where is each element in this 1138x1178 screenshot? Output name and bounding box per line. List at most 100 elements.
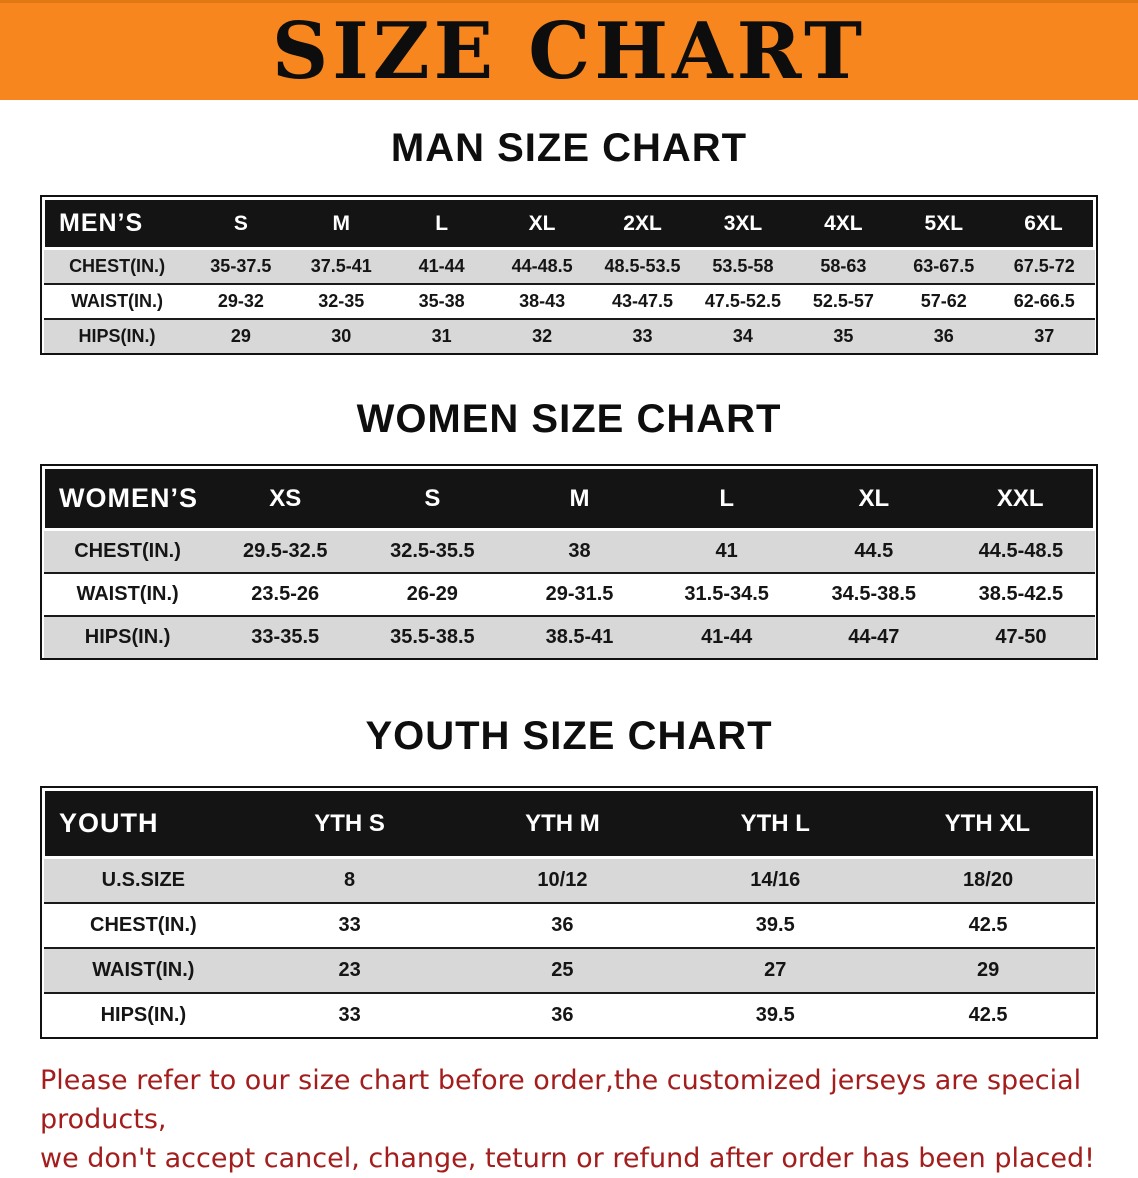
women-size-heading: WOMEN SIZE CHART	[356, 397, 782, 441]
size-table: MEN’S S M L XL 2XL 3XL 4XL 5XL 6XL CHEST(IN.) 35-37…	[41, 197, 1096, 353]
value-cell: 37	[1034, 326, 1055, 346]
value-cell: 67.5-72	[1013, 256, 1075, 276]
value-cell: 47.5-52.5	[704, 291, 781, 311]
value-cell: 29	[230, 326, 251, 346]
table-title-cell: YOUTH	[42, 788, 244, 859]
size-header-cell: XXL	[947, 466, 1097, 531]
value-cell: 32-35	[318, 291, 365, 311]
banner: SIZE CHART	[0, 0, 1138, 100]
value-cell: 44-47	[848, 626, 900, 648]
size-table: WOMEN’S XS S M L XL XXL CHEST(IN.) 29.5-32.5 32.5…	[41, 466, 1097, 658]
value-cell: 23	[338, 959, 361, 981]
table-title-cell: WOMEN’S	[41, 466, 212, 531]
value-cell: 63-67.5	[913, 256, 975, 276]
value-cell: 41-44	[418, 256, 465, 276]
table-row: WAIST(IN.) 23.5-26 26-29 29-31.5 31.5-34.5 34…	[43, 573, 1095, 616]
value-cell: 33	[338, 1004, 361, 1026]
value-cell: 43-47.5	[611, 291, 674, 311]
value-cell: 31.5-34.5	[684, 583, 769, 605]
disclaimer: Please refer to our size chart before or…	[40, 1061, 1118, 1178]
row-label-cell: CHEST(IN.)	[74, 540, 181, 562]
table-title-cell: MEN’S	[41, 197, 191, 250]
table-header-row: MEN’S S M L XL 2XL 3XL 4XL 5XL 6XL	[41, 197, 1096, 250]
row-label-cell: HIPS(IN.)	[78, 326, 156, 346]
youth-size-heading: YOUTH SIZE CHART	[365, 714, 773, 758]
table-row: WAIST(IN.) 23 25 27 29	[43, 948, 1095, 993]
value-cell: 26-29	[406, 583, 458, 605]
size-header-cell: M	[505, 466, 654, 531]
table-row: U.S.SIZE 8 10/12 14/16 18/20	[43, 857, 1095, 903]
table-header-row: WOMEN’S XS S M L XL XXL	[41, 466, 1097, 531]
table-row: WAIST(IN.) 29-32 32-35 35-38 38-43 43-47.5 47.…	[43, 284, 1095, 319]
value-cell: 32.5-35.5	[390, 540, 475, 562]
value-cell: 44.5-48.5	[978, 540, 1064, 562]
row-label-cell: HIPS(IN.)	[100, 1004, 187, 1026]
value-cell: 34	[732, 326, 753, 346]
size-header-cell: 5XL	[893, 197, 994, 250]
value-cell: 27	[764, 959, 787, 981]
size-header-cell: 6XL	[994, 197, 1096, 250]
value-cell: 42.5	[968, 914, 1008, 936]
disclaimer-line-2: we don't accept cancel, change, teturn o…	[40, 1143, 1095, 1175]
table-row: CHEST(IN.) 29.5-32.5 32.5-35.5 38 41 44.5 44.5…	[43, 529, 1095, 573]
value-cell: 62-66.5	[1013, 291, 1075, 311]
value-cell: 18/20	[963, 869, 1014, 891]
value-cell: 36	[933, 326, 954, 346]
value-cell: 53.5-58	[712, 256, 774, 276]
value-cell: 39.5	[755, 914, 795, 936]
value-cell: 35	[833, 326, 854, 346]
value-cell: 41-44	[701, 626, 753, 648]
value-cell: 33-35.5	[251, 626, 320, 648]
value-cell: 29	[976, 959, 1000, 981]
value-cell: 36	[551, 1004, 574, 1026]
value-cell: 39.5	[755, 1004, 795, 1026]
value-cell: 35-37.5	[210, 256, 272, 276]
women-size-section: WOMEN SIZE CHART WOMEN’S XS S M L XL XXL CHEST(…	[0, 397, 1138, 660]
value-cell: 44.5	[854, 540, 894, 562]
value-cell: 14/16	[750, 869, 801, 891]
value-cell: 30	[331, 326, 352, 346]
size-header-cell: XL	[800, 466, 948, 531]
value-cell: 41	[715, 540, 738, 562]
value-cell: 33	[632, 326, 653, 346]
value-cell: 38	[568, 540, 591, 562]
table-row: HIPS(IN.) 33 36 39.5 42.5	[43, 993, 1095, 1037]
size-header-cell: L	[391, 197, 492, 250]
youth-size-table: YOUTH YTH S YTH M YTH L YTH XL U.S.SIZE 8 10/12…	[40, 786, 1098, 1039]
size-header-cell: 4XL	[793, 197, 894, 250]
value-cell: 36	[551, 914, 574, 936]
row-label-cell: U.S.SIZE	[101, 869, 186, 891]
size-table: YOUTH YTH S YTH M YTH L YTH XL U.S.SIZE 8 10/12…	[42, 788, 1096, 1037]
value-cell: 25	[551, 959, 574, 981]
man-size-heading: MAN SIZE CHART	[390, 126, 748, 170]
row-label-cell: WAIST(IN.)	[92, 959, 195, 981]
value-cell: 44-48.5	[511, 256, 573, 276]
size-header-cell: S	[190, 197, 292, 250]
row-label-cell: CHEST(IN.)	[69, 256, 166, 276]
size-header-cell: YTH S	[243, 788, 457, 859]
value-cell: 32	[532, 326, 553, 346]
value-cell: 29-32	[217, 291, 264, 311]
value-cell: 23.5-26	[251, 583, 320, 605]
size-header-cell: YTH L	[668, 788, 882, 859]
table-row: HIPS(IN.) 33-35.5 35.5-38.5 38.5-41 41-44 44-…	[43, 616, 1095, 658]
size-header-cell: L	[653, 466, 801, 531]
value-cell: 29.5-32.5	[242, 540, 328, 562]
women-size-table: WOMEN’S XS S M L XL XXL CHEST(IN.) 29.5-32.5 32.5…	[40, 464, 1098, 660]
size-header-cell: XL	[491, 197, 593, 250]
value-cell: 35-38	[418, 291, 465, 311]
banner-title: SIZE CHART	[271, 5, 867, 97]
size-header-cell: XS	[211, 466, 359, 531]
size-header-cell: 2XL	[592, 197, 693, 250]
row-label-cell: HIPS(IN.)	[84, 626, 171, 648]
youth-size-section: YOUTH SIZE CHART YOUTH YTH S YTH M YTH L YTH…	[0, 714, 1138, 1039]
value-cell: 8	[344, 869, 356, 891]
man-size-section: MAN SIZE CHART MEN’S S M L XL 2XL 3XL 4XL 5XL 6XL…	[0, 126, 1138, 355]
value-cell: 38.5-42.5	[978, 583, 1064, 605]
value-cell: 42.5	[968, 1004, 1008, 1026]
value-cell: 29-31.5	[545, 583, 614, 605]
value-cell: 34.5-38.5	[831, 583, 917, 605]
value-cell: 33	[338, 914, 361, 936]
man-size-table: MEN’S S M L XL 2XL 3XL 4XL 5XL 6XL CHEST(IN.) 35-37…	[40, 195, 1098, 355]
